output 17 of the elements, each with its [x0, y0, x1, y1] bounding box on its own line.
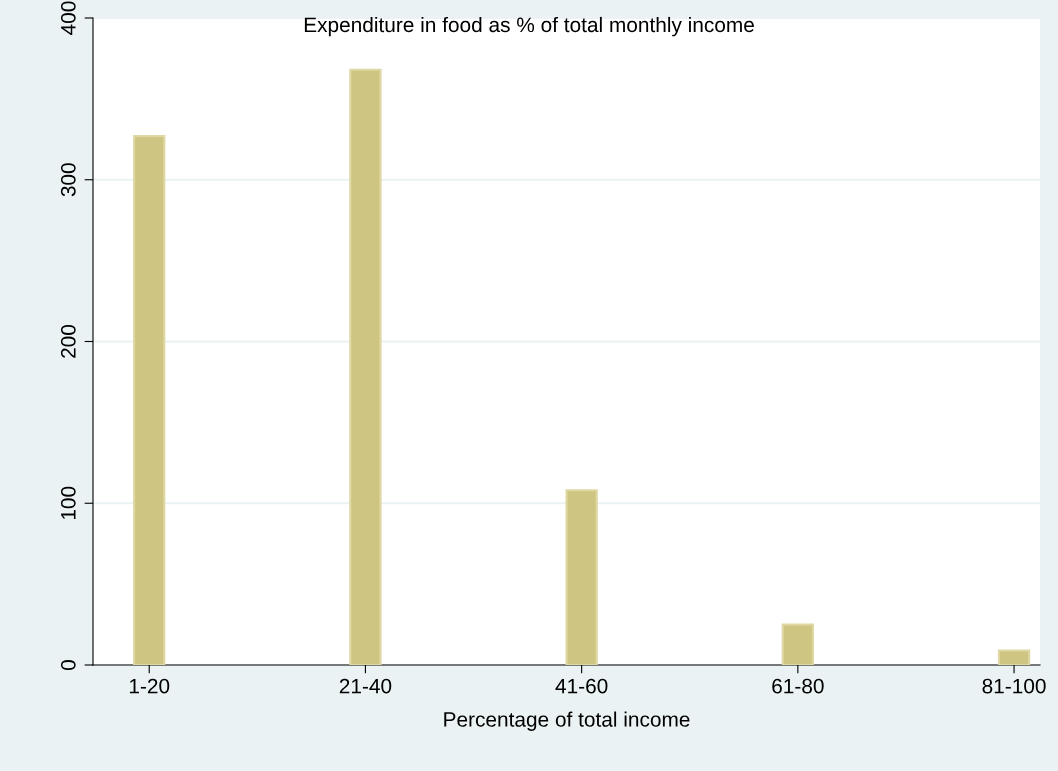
- x-tick-label: 41-60: [555, 678, 608, 694]
- chart-title: Expenditure in food as % of total monthly income: [304, 16, 754, 37]
- bar: [565, 489, 598, 665]
- x-tick-label: 61-80: [772, 678, 824, 694]
- bar: [781, 623, 815, 665]
- bar: [997, 649, 1031, 665]
- x-axis-title: Percentage of total income: [444, 711, 690, 731]
- y-tick-label: 400: [60, 1, 76, 35]
- x-tick-label: 21-40: [339, 678, 392, 694]
- y-tick-label: 0: [60, 660, 76, 670]
- y-tick-label: 300: [60, 163, 76, 197]
- bar: [349, 68, 382, 665]
- y-tick-label: 200: [60, 324, 76, 358]
- y-tick-label: 100: [60, 486, 76, 520]
- bar: [133, 135, 166, 665]
- x-tick-label: 81-100: [982, 678, 1046, 694]
- x-tick-label: 1-20: [129, 678, 170, 694]
